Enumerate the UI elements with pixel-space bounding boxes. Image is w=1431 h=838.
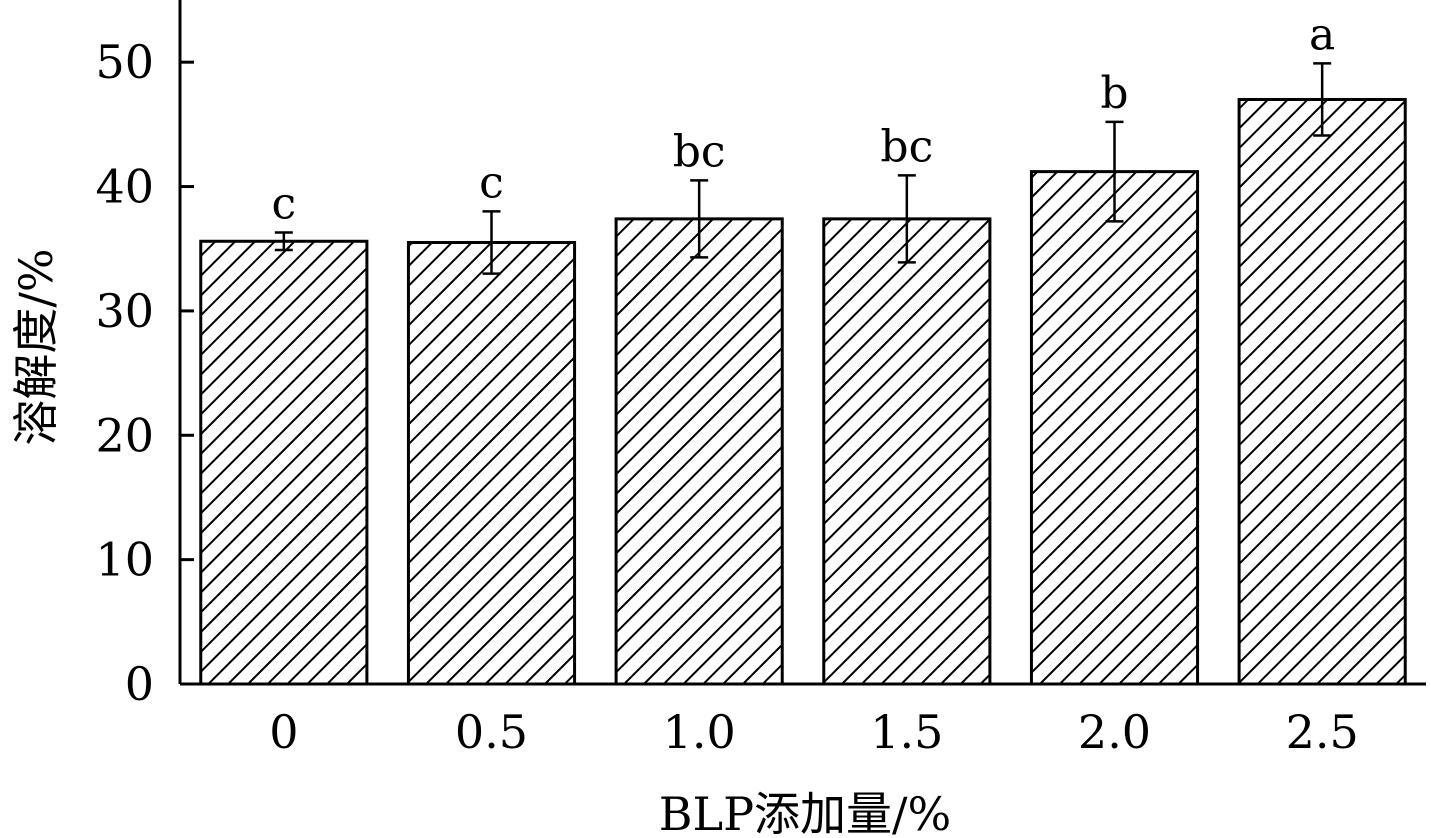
x-tick-label: 2.5 [1286,705,1359,759]
y-tick-label: 30 [95,284,154,338]
x-axis-title: BLP添加量/% [659,787,952,838]
bars [199,97,1407,686]
y-tick-label: 50 [95,35,154,89]
x-tick-label: 0.5 [455,705,528,759]
significance-label: bc [880,121,933,172]
bar [822,217,992,686]
bar [614,217,784,686]
significance-label: c [479,157,504,208]
bar [1237,97,1407,686]
x-tick-label: 0 [269,705,298,759]
x-tick-label: 1.5 [870,705,943,759]
significance-label: b [1100,68,1128,119]
y-tick-label: 0 [125,657,154,711]
y-tick-label: 20 [95,408,154,462]
significance-label: a [1309,9,1335,60]
bar [199,239,369,686]
x-tick-label: 2.0 [1078,705,1151,759]
significance-label: c [272,179,297,230]
y-tick-label: 10 [95,533,154,587]
error-bars [274,62,1332,275]
y-tick-label: 40 [95,160,154,214]
bar [1029,170,1200,686]
significance-label: bc [673,126,726,177]
bar [406,241,577,686]
labels: 0 10 20 30 40 50 0 c 0.5 c 1.0 bc 1.5 bc 2.0 b 2.5 a [95,9,1358,759]
x-tick-label: 1.0 [663,705,736,759]
y-axis-title: 溶解度/% [9,248,63,445]
